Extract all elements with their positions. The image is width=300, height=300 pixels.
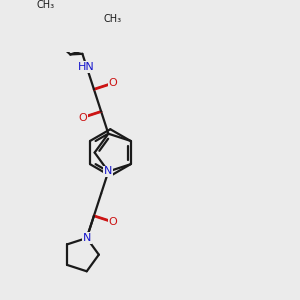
Text: CH₃: CH₃ [37, 0, 55, 10]
Text: N: N [82, 233, 91, 243]
Text: O: O [108, 217, 117, 227]
Text: HN: HN [78, 62, 95, 72]
Text: O: O [78, 112, 87, 123]
Text: N: N [104, 167, 112, 176]
Text: O: O [108, 78, 117, 88]
Text: N: N [82, 233, 91, 243]
Text: CH₃: CH₃ [104, 14, 122, 24]
